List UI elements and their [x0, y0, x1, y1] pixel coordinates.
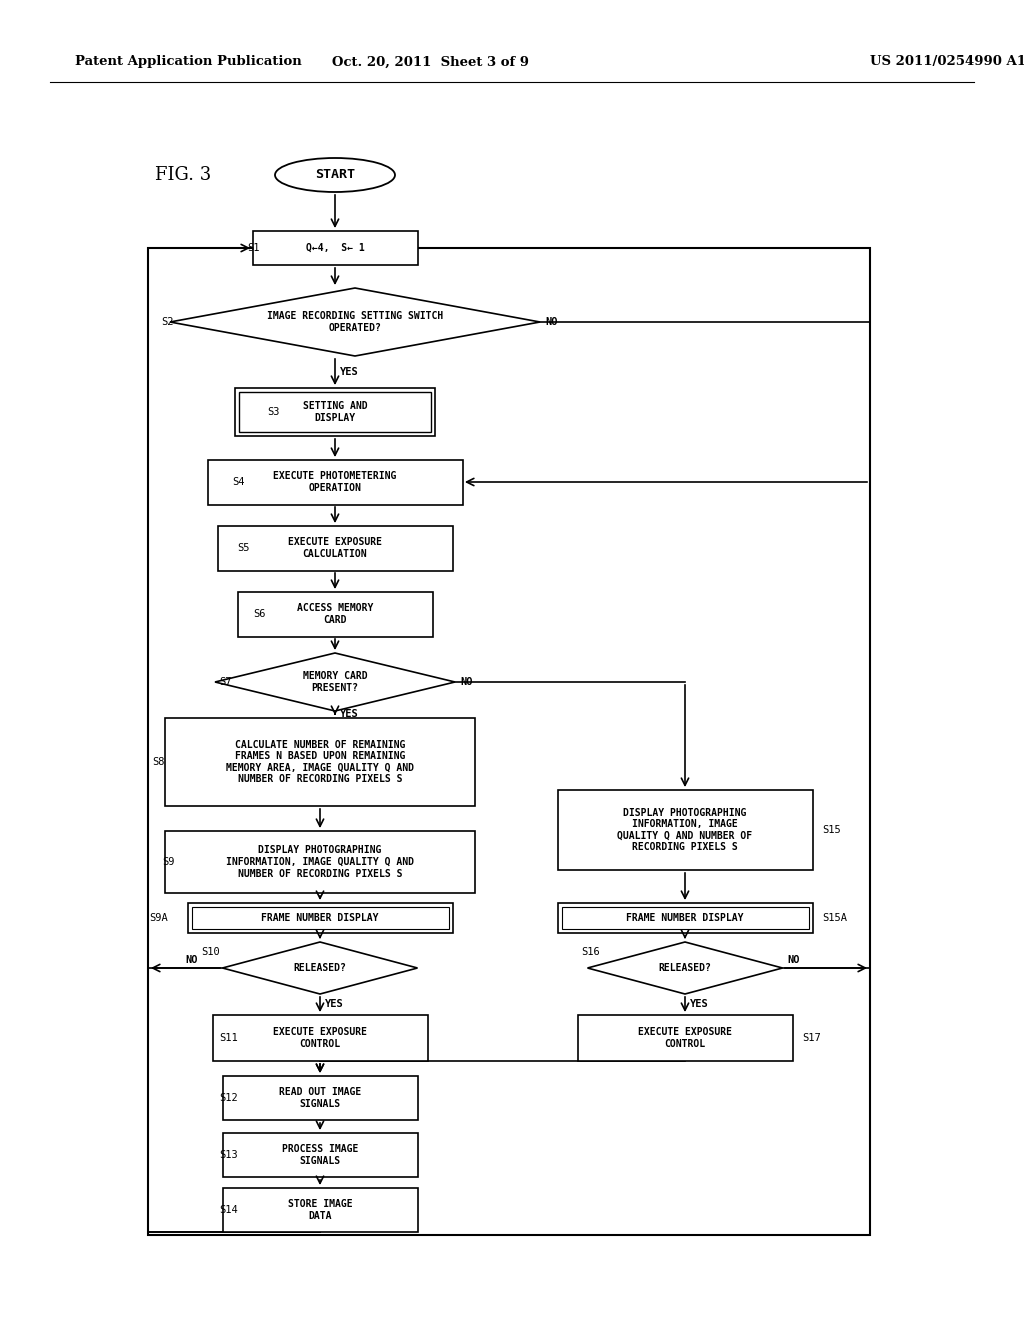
- Text: YES: YES: [340, 709, 358, 719]
- Text: EXECUTE EXPOSURE
CONTROL: EXECUTE EXPOSURE CONTROL: [273, 1027, 367, 1049]
- Text: S13: S13: [219, 1150, 238, 1160]
- Bar: [165, 832, 475, 894]
- Bar: [213, 1015, 427, 1061]
- Text: START: START: [315, 169, 355, 181]
- Text: S7: S7: [219, 677, 232, 686]
- Text: CALCULATE NUMBER OF REMAINING
FRAMES N BASED UPON REMAINING
MEMORY AREA, IMAGE Q: CALCULATE NUMBER OF REMAINING FRAMES N B…: [226, 739, 414, 784]
- Bar: [208, 459, 463, 504]
- Bar: [557, 789, 812, 870]
- Text: RELEASED?: RELEASED?: [294, 964, 346, 973]
- Bar: [238, 591, 432, 636]
- Bar: [239, 392, 431, 432]
- Text: NO: NO: [787, 954, 800, 965]
- Text: MEMORY CARD
PRESENT?: MEMORY CARD PRESENT?: [303, 671, 368, 693]
- Text: S9: S9: [163, 857, 175, 867]
- Text: S14: S14: [219, 1205, 238, 1214]
- Bar: [222, 1188, 418, 1232]
- Text: S9A: S9A: [150, 913, 168, 923]
- Polygon shape: [588, 942, 782, 994]
- Text: EXECUTE EXPOSURE
CALCULATION: EXECUTE EXPOSURE CALCULATION: [288, 537, 382, 558]
- Text: US 2011/0254990 A1: US 2011/0254990 A1: [870, 55, 1024, 69]
- Text: EXECUTE PHOTOMETERING
OPERATION: EXECUTE PHOTOMETERING OPERATION: [273, 471, 396, 492]
- Text: ACCESS MEMORY
CARD: ACCESS MEMORY CARD: [297, 603, 373, 624]
- Text: IMAGE RECORDING SETTING SWITCH
OPERATED?: IMAGE RECORDING SETTING SWITCH OPERATED?: [267, 312, 443, 333]
- Text: DISPLAY PHOTOGRAPHING
INFORMATION, IMAGE
QUALITY Q AND NUMBER OF
RECORDING PIXEL: DISPLAY PHOTOGRAPHING INFORMATION, IMAGE…: [617, 808, 753, 853]
- Text: NO: NO: [545, 317, 557, 327]
- Text: S15A: S15A: [822, 913, 847, 923]
- Text: S6: S6: [254, 609, 266, 619]
- Bar: [561, 907, 809, 929]
- Text: S4: S4: [232, 477, 245, 487]
- Text: NO: NO: [460, 677, 472, 686]
- Bar: [217, 525, 453, 570]
- Text: Q←4,  S← 1: Q←4, S← 1: [305, 243, 365, 253]
- Text: STORE IMAGE
DATA: STORE IMAGE DATA: [288, 1199, 352, 1221]
- Bar: [222, 1076, 418, 1119]
- Bar: [191, 907, 449, 929]
- Text: READ OUT IMAGE
SIGNALS: READ OUT IMAGE SIGNALS: [279, 1088, 361, 1109]
- Text: YES: YES: [690, 999, 709, 1008]
- Bar: [222, 1133, 418, 1177]
- Text: S10: S10: [202, 946, 220, 957]
- Text: Patent Application Publication: Patent Application Publication: [75, 55, 302, 69]
- Polygon shape: [170, 288, 540, 356]
- Text: S11: S11: [219, 1034, 238, 1043]
- Text: NO: NO: [185, 954, 198, 965]
- Text: S15: S15: [822, 825, 841, 836]
- Bar: [557, 903, 812, 933]
- Text: S2: S2: [162, 317, 174, 327]
- Bar: [578, 1015, 793, 1061]
- Bar: [253, 231, 418, 265]
- Text: YES: YES: [325, 999, 344, 1008]
- Text: S1: S1: [248, 243, 260, 253]
- Bar: [165, 718, 475, 807]
- Text: RELEASED?: RELEASED?: [658, 964, 712, 973]
- Text: S5: S5: [238, 543, 250, 553]
- Text: EXECUTE EXPOSURE
CONTROL: EXECUTE EXPOSURE CONTROL: [638, 1027, 732, 1049]
- Ellipse shape: [275, 158, 395, 191]
- Polygon shape: [222, 942, 418, 994]
- Text: Oct. 20, 2011  Sheet 3 of 9: Oct. 20, 2011 Sheet 3 of 9: [332, 55, 528, 69]
- Text: S17: S17: [802, 1034, 821, 1043]
- Text: SETTING AND
DISPLAY: SETTING AND DISPLAY: [303, 401, 368, 422]
- Text: FIG. 3: FIG. 3: [155, 166, 211, 183]
- Bar: [234, 388, 435, 436]
- Text: S12: S12: [219, 1093, 238, 1104]
- Text: S8: S8: [153, 756, 165, 767]
- Text: S3: S3: [267, 407, 280, 417]
- Text: PROCESS IMAGE
SIGNALS: PROCESS IMAGE SIGNALS: [282, 1144, 358, 1166]
- Polygon shape: [215, 653, 455, 711]
- Bar: [187, 903, 453, 933]
- Text: S16: S16: [582, 946, 600, 957]
- Text: FRAME NUMBER DISPLAY: FRAME NUMBER DISPLAY: [627, 913, 743, 923]
- Text: FRAME NUMBER DISPLAY: FRAME NUMBER DISPLAY: [261, 913, 379, 923]
- Text: YES: YES: [340, 367, 358, 378]
- Bar: [148, 248, 870, 1236]
- Text: DISPLAY PHOTOGRAPHING
INFORMATION, IMAGE QUALITY Q AND
NUMBER OF RECORDING PIXEL: DISPLAY PHOTOGRAPHING INFORMATION, IMAGE…: [226, 845, 414, 879]
